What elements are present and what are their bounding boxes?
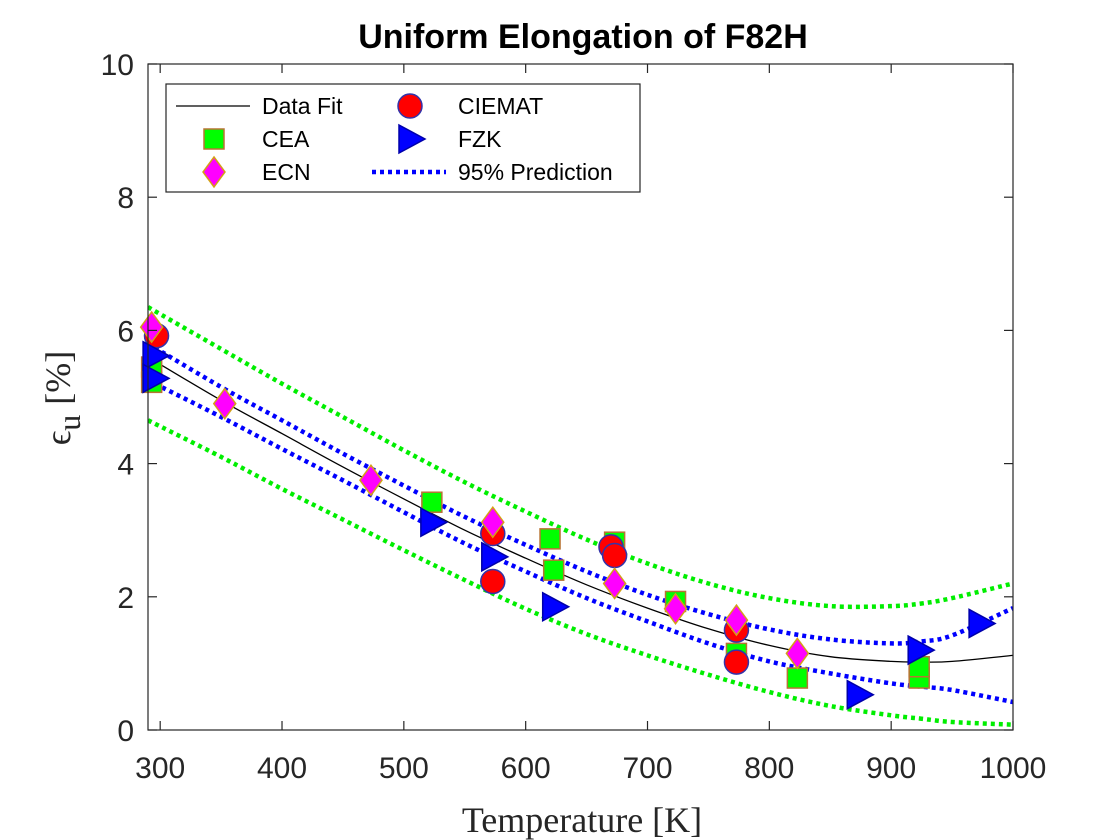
point-fzk xyxy=(907,634,936,666)
legend-label: CIEMAT xyxy=(458,93,543,119)
point-ecn xyxy=(139,310,164,344)
series-ecn xyxy=(139,310,810,670)
prediction-inner-upper xyxy=(148,341,1013,646)
curves xyxy=(148,305,1013,727)
point-fzk xyxy=(142,340,171,371)
x-tick-label: 1000 xyxy=(980,752,1047,785)
point-fzk xyxy=(541,591,571,623)
chart-title: Uniform Elongation of F82H xyxy=(358,18,808,56)
point-ecn xyxy=(212,387,237,420)
y-axis-subscript: u xyxy=(51,415,87,431)
data-fit-line xyxy=(148,356,1013,663)
point-ecn xyxy=(785,637,810,670)
legend-label: FZK xyxy=(458,126,502,152)
y-tick-label: 6 xyxy=(117,315,134,348)
prediction-inner-lower xyxy=(148,378,1013,705)
y-axis-symbol: ϵ xyxy=(38,431,78,446)
point-ciemat xyxy=(601,542,628,569)
y-axis-label: ϵu [%] xyxy=(38,351,87,446)
legend-item-ciemat: CIEMAT xyxy=(397,93,543,119)
point-fzk xyxy=(420,506,449,538)
legend-label: CEA xyxy=(262,126,310,152)
legend-item-ecn: ECN xyxy=(202,155,311,189)
point-ciemat xyxy=(723,649,750,675)
y-axis-unit: [%] xyxy=(38,351,78,405)
y-tick-label: 8 xyxy=(117,182,134,215)
point-ecn xyxy=(724,603,749,637)
legend-swatch xyxy=(398,123,427,155)
legend-label: 95% Prediction xyxy=(458,159,613,185)
x-axis-label: Temperature [K] xyxy=(462,800,702,840)
plot-frame xyxy=(147,63,1014,731)
point-ciemat xyxy=(480,568,506,595)
prediction-outer-lower xyxy=(148,418,1013,727)
legend-swatch xyxy=(397,93,423,119)
point-cea xyxy=(786,667,809,689)
x-tick-label: 500 xyxy=(379,752,429,785)
data-points xyxy=(139,310,997,710)
legend-label: Data Fit xyxy=(262,93,343,119)
legend-item-data-fit: Data Fit xyxy=(176,93,343,119)
legend-swatch xyxy=(202,155,226,189)
y-axis: 0 2 4 6 8 10 xyxy=(101,49,1013,748)
legend-label: ECN xyxy=(262,159,311,185)
point-fzk xyxy=(968,608,997,639)
legend: Data Fit CIEMAT CEA FZK ECN 95% Prediction xyxy=(165,83,641,193)
point-cea xyxy=(421,491,443,513)
point-ecn xyxy=(480,505,505,539)
point-fzk xyxy=(142,363,171,394)
x-axis: 300 400 500 600 700 800 900 1000 xyxy=(135,64,1046,785)
y-tick-label: 0 xyxy=(117,715,134,748)
legend-item-fzk: FZK xyxy=(398,123,502,155)
point-cea xyxy=(539,528,561,550)
legend-item-cea: CEA xyxy=(203,126,310,152)
x-tick-label: 700 xyxy=(622,752,672,785)
y-tick-label: 10 xyxy=(101,49,134,82)
y-tick-label: 4 xyxy=(117,449,134,482)
point-cea xyxy=(542,559,565,581)
legend-item-95-prediction: 95% Prediction xyxy=(372,159,613,185)
legend-swatch xyxy=(203,128,225,150)
point-fzk xyxy=(481,541,510,573)
x-tick-label: 800 xyxy=(744,752,794,785)
y-tick-label: 2 xyxy=(117,582,134,615)
x-tick-label: 600 xyxy=(501,752,551,785)
x-tick-label: 400 xyxy=(257,752,307,785)
x-tick-label: 300 xyxy=(135,752,185,785)
point-ecn xyxy=(663,592,688,626)
point-ecn xyxy=(359,463,383,497)
point-fzk xyxy=(846,679,875,710)
series-fzk xyxy=(142,340,997,710)
x-tick-label: 900 xyxy=(866,752,916,785)
point-ecn xyxy=(602,567,627,600)
